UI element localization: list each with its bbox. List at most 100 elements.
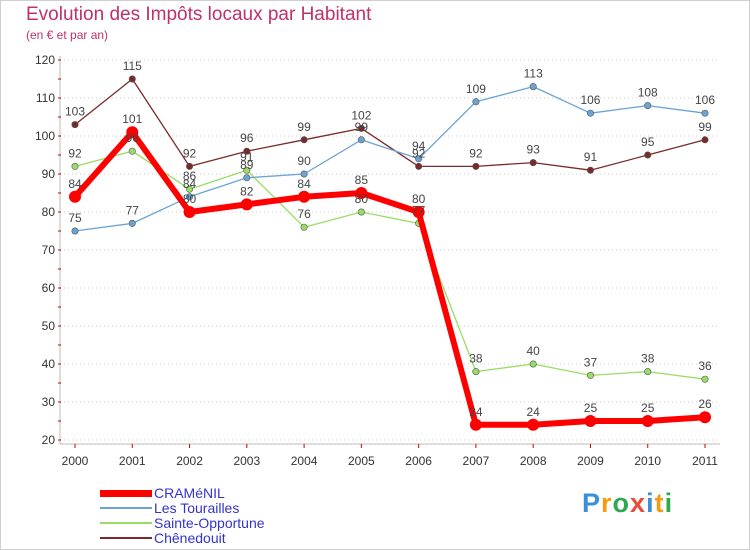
data-label: 75 xyxy=(68,211,82,225)
logo-letter: t xyxy=(654,488,665,518)
data-label: 84 xyxy=(183,177,197,191)
x-tick-label: 2010 xyxy=(634,454,661,468)
data-point xyxy=(644,151,652,159)
data-point xyxy=(357,136,365,144)
data-point xyxy=(71,162,79,170)
data-point xyxy=(128,147,136,155)
data-label: 101 xyxy=(122,112,142,126)
data-label: 24 xyxy=(469,405,483,419)
data-label: 91 xyxy=(584,150,598,164)
legend-swatch xyxy=(100,537,152,539)
x-tick-label: 2008 xyxy=(520,454,547,468)
data-point xyxy=(472,98,480,106)
data-point xyxy=(699,411,711,424)
data-label: 113 xyxy=(524,67,543,81)
data-point xyxy=(644,102,652,110)
legend-label: Chênedouit xyxy=(154,530,226,546)
series-lines xyxy=(69,75,711,431)
data-label: 106 xyxy=(695,93,715,107)
data-label: 25 xyxy=(641,401,655,415)
data-label: 115 xyxy=(123,59,142,73)
data-point xyxy=(240,198,253,211)
data-point xyxy=(126,126,139,139)
data-point xyxy=(355,187,368,199)
data-label: 99 xyxy=(698,120,712,134)
data-point xyxy=(186,185,194,193)
data-point xyxy=(584,415,597,427)
data-point xyxy=(701,136,709,144)
logo-letter: o xyxy=(612,488,631,518)
data-point xyxy=(469,418,482,431)
logo-letter: P xyxy=(582,488,602,518)
y-tick-label: 70 xyxy=(42,243,56,257)
data-label: 93 xyxy=(527,143,541,157)
data-label: 96 xyxy=(240,131,254,145)
data-label: 108 xyxy=(638,86,658,100)
legend-swatch xyxy=(100,522,152,524)
data-label: 96 xyxy=(126,131,140,145)
logo-letter: i xyxy=(646,488,655,518)
series-line-1 xyxy=(74,85,706,232)
data-label: 109 xyxy=(466,82,486,96)
data-label: 38 xyxy=(641,352,655,366)
data-label: 25 xyxy=(584,401,598,415)
data-label: 85 xyxy=(355,173,369,187)
data-point xyxy=(641,415,654,427)
data-label: 86 xyxy=(183,169,197,183)
data-point xyxy=(300,136,308,144)
data-point xyxy=(586,109,594,117)
proxiti-logo: Proxiti xyxy=(582,488,673,519)
data-label: 99 xyxy=(355,120,369,134)
y-tick-label: 50 xyxy=(42,319,56,333)
data-point xyxy=(128,219,136,227)
x-tick-label: 2002 xyxy=(176,454,203,468)
data-point xyxy=(300,170,308,178)
series-line-0 xyxy=(72,129,706,428)
x-tick-label: 2006 xyxy=(405,454,432,468)
data-label: 80 xyxy=(183,192,197,206)
series-line-2 xyxy=(74,150,706,380)
data-point xyxy=(243,174,251,182)
data-point xyxy=(128,75,136,83)
data-point xyxy=(243,147,251,155)
data-point xyxy=(71,121,79,129)
data-label: 77 xyxy=(412,203,426,217)
data-point xyxy=(644,368,652,376)
data-label: 76 xyxy=(297,207,311,221)
data-label: 82 xyxy=(240,184,254,198)
data-label: 90 xyxy=(297,154,311,168)
x-tick-label: 2011 xyxy=(692,454,718,468)
data-label: 92 xyxy=(68,146,82,160)
logo-letter: x xyxy=(630,488,647,518)
x-tick-label: 2004 xyxy=(291,454,318,468)
data-label: 102 xyxy=(351,108,371,122)
data-label: 36 xyxy=(698,359,712,373)
data-point xyxy=(415,162,423,170)
chart-title: Evolution des Impôts locaux par Habitant xyxy=(26,4,372,25)
data-point xyxy=(298,190,311,203)
legend-label: Les Tourailles xyxy=(154,500,240,516)
data-label: 40 xyxy=(527,344,541,358)
data-label: 77 xyxy=(126,203,140,217)
data-point xyxy=(701,109,709,117)
y-tick-label: 110 xyxy=(36,91,55,105)
data-label: 92 xyxy=(183,146,197,160)
data-label: 26 xyxy=(698,397,712,411)
data-label: 106 xyxy=(580,93,600,107)
x-tick-label: 2005 xyxy=(348,454,375,468)
chart-subtitle: (en € et par an) xyxy=(26,28,109,42)
y-tick-label: 30 xyxy=(42,395,56,409)
data-point xyxy=(71,227,79,235)
x-tick-label: 2000 xyxy=(62,454,89,468)
y-tick-label: 90 xyxy=(42,167,56,181)
data-point xyxy=(415,155,423,163)
data-point xyxy=(69,190,81,203)
logo-letter: i xyxy=(664,488,674,518)
data-point xyxy=(183,206,196,218)
data-point xyxy=(186,162,194,170)
y-axis: 20 30 40 50 60 70 80 90 100 110 120 xyxy=(35,53,61,447)
data-point xyxy=(472,162,480,170)
legend-swatch xyxy=(100,507,152,509)
data-point xyxy=(701,375,709,383)
data-label: 91 xyxy=(240,150,254,164)
